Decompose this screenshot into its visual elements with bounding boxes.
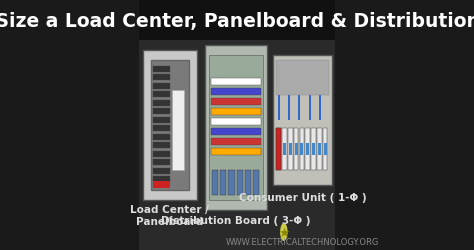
FancyBboxPatch shape bbox=[153, 100, 170, 106]
FancyBboxPatch shape bbox=[211, 108, 261, 116]
Text: Load Center /
Panelboard: Load Center / Panelboard bbox=[130, 204, 210, 226]
FancyBboxPatch shape bbox=[288, 128, 292, 170]
FancyBboxPatch shape bbox=[211, 89, 261, 96]
FancyBboxPatch shape bbox=[139, 0, 335, 41]
FancyBboxPatch shape bbox=[324, 144, 327, 156]
FancyBboxPatch shape bbox=[153, 75, 170, 81]
Text: Distribution Board ( 3-Φ ): Distribution Board ( 3-Φ ) bbox=[162, 215, 311, 225]
FancyBboxPatch shape bbox=[209, 56, 263, 200]
FancyBboxPatch shape bbox=[172, 91, 183, 170]
FancyBboxPatch shape bbox=[276, 128, 281, 170]
FancyBboxPatch shape bbox=[153, 108, 170, 114]
Text: Consumer Unit ( 1-Φ ): Consumer Unit ( 1-Φ ) bbox=[239, 192, 366, 202]
FancyBboxPatch shape bbox=[294, 128, 298, 170]
Text: WWW.ELECTRICALTECHNOLOGY.ORG: WWW.ELECTRICALTECHNOLOGY.ORG bbox=[226, 238, 379, 246]
FancyBboxPatch shape bbox=[205, 46, 267, 210]
FancyBboxPatch shape bbox=[153, 83, 170, 89]
FancyBboxPatch shape bbox=[153, 151, 170, 157]
FancyBboxPatch shape bbox=[211, 118, 261, 126]
FancyBboxPatch shape bbox=[151, 61, 189, 190]
Text: How to Size a Load Center, Panelboard & Distribution Board?: How to Size a Load Center, Panelboard & … bbox=[0, 12, 474, 30]
FancyBboxPatch shape bbox=[220, 170, 226, 195]
FancyBboxPatch shape bbox=[306, 144, 309, 156]
FancyBboxPatch shape bbox=[212, 170, 218, 195]
FancyBboxPatch shape bbox=[319, 96, 321, 120]
FancyBboxPatch shape bbox=[211, 148, 261, 156]
FancyBboxPatch shape bbox=[288, 96, 290, 120]
FancyBboxPatch shape bbox=[211, 138, 261, 145]
FancyBboxPatch shape bbox=[139, 41, 335, 250]
FancyBboxPatch shape bbox=[153, 142, 170, 148]
FancyBboxPatch shape bbox=[153, 159, 170, 165]
FancyBboxPatch shape bbox=[153, 92, 170, 98]
FancyBboxPatch shape bbox=[312, 144, 315, 156]
FancyBboxPatch shape bbox=[301, 144, 303, 156]
FancyBboxPatch shape bbox=[211, 128, 261, 136]
FancyBboxPatch shape bbox=[323, 128, 328, 170]
FancyBboxPatch shape bbox=[295, 144, 298, 156]
FancyBboxPatch shape bbox=[228, 170, 235, 195]
FancyBboxPatch shape bbox=[276, 128, 281, 170]
FancyBboxPatch shape bbox=[273, 56, 331, 185]
FancyBboxPatch shape bbox=[211, 79, 261, 86]
FancyBboxPatch shape bbox=[245, 170, 251, 195]
FancyBboxPatch shape bbox=[305, 128, 310, 170]
FancyBboxPatch shape bbox=[282, 128, 287, 170]
FancyBboxPatch shape bbox=[153, 168, 170, 174]
Text: ★: ★ bbox=[278, 226, 290, 238]
FancyBboxPatch shape bbox=[318, 144, 321, 156]
FancyBboxPatch shape bbox=[153, 126, 170, 132]
FancyBboxPatch shape bbox=[317, 128, 321, 170]
FancyBboxPatch shape bbox=[283, 144, 286, 156]
FancyBboxPatch shape bbox=[153, 176, 170, 182]
FancyBboxPatch shape bbox=[153, 117, 170, 123]
FancyBboxPatch shape bbox=[278, 96, 280, 120]
FancyBboxPatch shape bbox=[277, 144, 280, 156]
FancyBboxPatch shape bbox=[275, 61, 329, 96]
FancyBboxPatch shape bbox=[211, 98, 261, 105]
FancyBboxPatch shape bbox=[153, 181, 170, 188]
FancyBboxPatch shape bbox=[153, 134, 170, 140]
Circle shape bbox=[280, 223, 288, 241]
FancyBboxPatch shape bbox=[309, 96, 311, 120]
FancyBboxPatch shape bbox=[153, 66, 170, 72]
FancyBboxPatch shape bbox=[300, 128, 304, 170]
FancyBboxPatch shape bbox=[237, 170, 243, 195]
FancyBboxPatch shape bbox=[311, 128, 316, 170]
FancyBboxPatch shape bbox=[253, 170, 259, 195]
FancyBboxPatch shape bbox=[289, 144, 292, 156]
FancyBboxPatch shape bbox=[143, 51, 197, 200]
FancyBboxPatch shape bbox=[298, 96, 301, 120]
